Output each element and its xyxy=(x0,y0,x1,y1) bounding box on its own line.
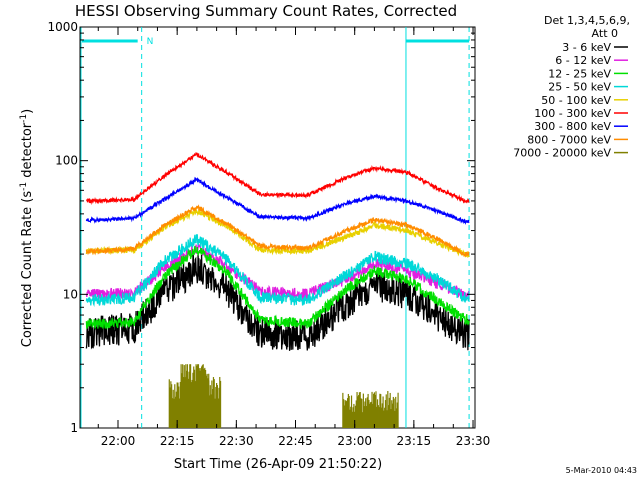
series-line xyxy=(85,234,470,308)
y-tick-label: 1 xyxy=(70,421,78,435)
legend-label: 25 - 50 keV xyxy=(548,81,611,94)
y-tick-label: 10 xyxy=(63,287,78,301)
legend-label: 800 - 7000 keV xyxy=(527,133,611,146)
x-tick-label: 22:00 xyxy=(101,434,136,448)
series-group xyxy=(85,151,470,428)
legend-header-line1: Det 1,3,4,5,6,9, xyxy=(544,14,630,27)
annotations: N xyxy=(80,27,470,428)
legend-label: 50 - 100 keV xyxy=(541,94,611,107)
x-tick-label: 23:15 xyxy=(397,434,432,448)
x-tick-label: 22:15 xyxy=(160,434,195,448)
legend-header-line2: Att 0 xyxy=(592,27,618,40)
y-axis-label: Corrected Count Rate (s-1 detector-1) xyxy=(19,109,35,347)
series-line xyxy=(168,364,399,428)
series-line xyxy=(85,246,470,331)
flag-label: N xyxy=(147,37,154,47)
x-axis-label: Start Time (26-Apr-09 21:50:22) xyxy=(174,457,382,472)
legend-label: 6 - 12 keV xyxy=(555,54,611,67)
legend-label: 12 - 25 keV xyxy=(548,67,611,80)
y-tick-label: 100 xyxy=(55,154,78,168)
series-line xyxy=(85,204,470,258)
plot-area: N 1 10 100 1000 22:00 22:15 22:30 22:45 23:00 23… xyxy=(47,20,490,448)
legend-label: 3 - 6 keV xyxy=(562,41,611,54)
legend-label: 100 - 300 keV xyxy=(534,107,611,120)
x-tick-label: 23:30 xyxy=(456,434,491,448)
x-tick-label: 22:45 xyxy=(278,434,313,448)
y-axis-ticks: 1 10 100 1000 xyxy=(47,20,475,435)
footer-timestamp: 5-Mar-2010 04:43 xyxy=(566,466,637,475)
chart-title: HESSI Observing Summary Count Rates, Cor… xyxy=(75,2,457,20)
x-tick-label: 22:30 xyxy=(219,434,254,448)
y-tick-label: 1000 xyxy=(47,20,78,34)
series-line xyxy=(85,208,470,258)
x-tick-label: 23:00 xyxy=(337,434,372,448)
legend-label: 7000 - 20000 keV xyxy=(513,147,611,160)
series-line xyxy=(85,176,470,225)
series-line xyxy=(86,151,470,206)
legend-label: 300 - 800 keV xyxy=(534,120,611,133)
x-axis-ticks: 22:00 22:15 22:30 22:45 23:00 23:15 23:30 xyxy=(97,27,491,448)
plot-frame xyxy=(79,26,476,429)
